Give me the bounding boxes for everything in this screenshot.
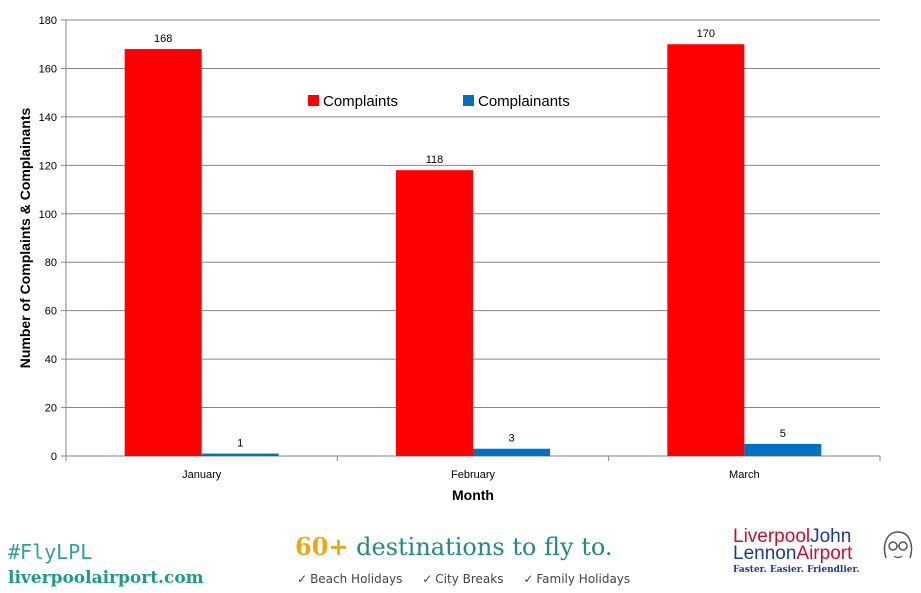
bars (124, 44, 822, 457)
bar-complaints-february (396, 170, 473, 456)
x-tick-label: January (182, 469, 222, 481)
data-label: 168 (154, 33, 172, 45)
bar-complainants-february (473, 448, 550, 456)
checkmark-icon: ✓ (422, 572, 433, 586)
promo-text: destinations to fly to. (348, 533, 613, 561)
y-tick-label: 40 (45, 354, 57, 366)
y-tick-label: 80 (45, 257, 57, 269)
logo-line-2: LennonAirport (733, 543, 853, 564)
feature-item: ✓ City Breaks (422, 572, 504, 586)
promo-headline: 60+ destinations to fly to. (295, 532, 613, 561)
logo-line-1: LiverpoolJohn (733, 526, 852, 547)
feature-item: ✓ Beach Holidays (297, 572, 403, 586)
legend-swatch (308, 95, 319, 106)
checkmark-icon: ✓ (523, 572, 534, 586)
logo-tagline: Faster. Easier. Friendlier. (733, 565, 860, 575)
tick-labels: 0 20 40 60 80 100 120 140 160 180 January February M… (39, 15, 760, 481)
y-tick-label: 160 (39, 63, 57, 75)
y-tick-label: 120 (39, 160, 57, 172)
bar-complaints-january (124, 49, 202, 457)
data-label: 170 (697, 28, 715, 40)
airport-logo: LiverpoolJohn LennonAirport Faster. Easi… (733, 526, 918, 588)
x-axis-label: Month (452, 487, 494, 503)
data-label: 1 (237, 438, 243, 450)
y-tick-label: 180 (39, 15, 57, 27)
x-tick-label: February (451, 469, 496, 481)
legend: Complaints Complainants (308, 93, 570, 110)
legend-label: Complainants (478, 93, 570, 110)
data-labels: 168 1 118 3 170 5 (154, 28, 786, 449)
x-tick-label: March (729, 469, 760, 481)
data-label: 3 (508, 433, 514, 445)
y-tick-label: 20 (45, 403, 57, 415)
checkmark-icon: ✓ (297, 572, 308, 586)
feature-list: ✓ Beach Holidays ✓ City Breaks ✓ Family Hol… (297, 572, 646, 586)
website-link[interactable]: liverpoolairport.com (8, 568, 204, 588)
data-label: 5 (780, 428, 786, 440)
data-label: 118 (426, 154, 444, 166)
bar-complaints-march (667, 44, 745, 456)
footer-banner: #FlyLPL liverpoolairport.com 60+ destina… (0, 520, 921, 593)
feature-item: ✓ Family Holidays (523, 572, 631, 586)
legend-swatch (463, 95, 474, 106)
bar-chart: 168 1 118 3 170 5 0 20 40 60 80 100 120 140 160 180 Jan… (17, 15, 881, 503)
legend-label: Complaints (323, 93, 398, 110)
y-tick-label: 60 (45, 306, 57, 318)
y-tick-label: 100 (39, 209, 57, 221)
promo-number: 60+ (295, 532, 349, 561)
y-axis-label: Number of Complaints & Complainants (17, 108, 33, 369)
bar-complainants-january (201, 453, 279, 456)
y-tick-label: 0 (51, 451, 57, 463)
john-lennon-portrait-icon (883, 531, 913, 559)
hashtag: #FlyLPL (8, 540, 93, 564)
bar-complainants-march (744, 443, 822, 456)
y-tick-label: 140 (39, 112, 57, 124)
